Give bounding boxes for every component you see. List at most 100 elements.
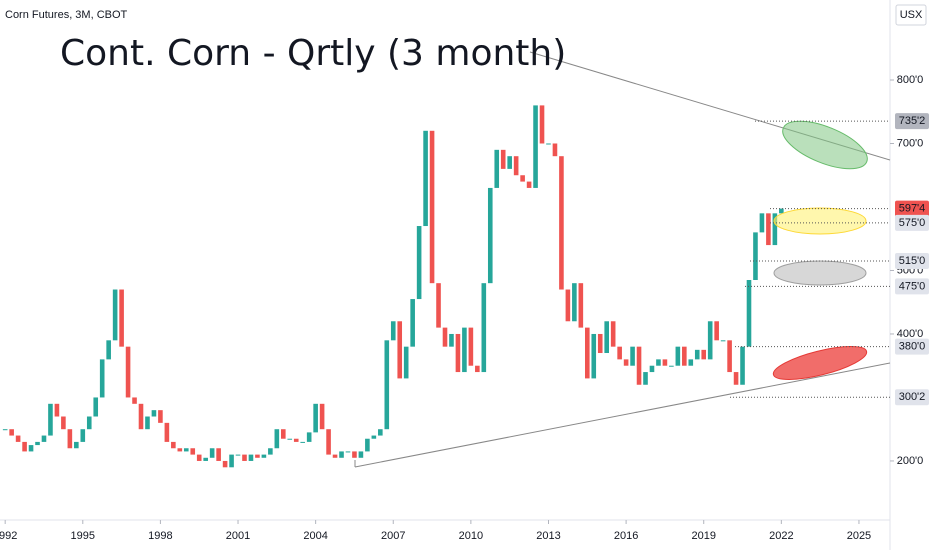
candle-body — [216, 448, 221, 461]
candle-body — [584, 327, 590, 379]
candle-body — [203, 457, 208, 461]
price-label: 515'0 — [899, 255, 926, 267]
candle-body — [93, 397, 99, 417]
candle-body — [410, 299, 415, 347]
candle-body — [649, 365, 655, 373]
candle-body — [80, 429, 86, 442]
x-tick-label: 2016 — [614, 530, 638, 542]
candle-body — [539, 105, 545, 144]
candle-body — [468, 327, 474, 366]
x-tick-label: 2019 — [691, 530, 715, 542]
candle-body — [171, 441, 176, 449]
candle-body — [138, 403, 144, 430]
candle-body — [623, 359, 629, 366]
price-label-box — [895, 252, 929, 269]
candle-body — [119, 289, 124, 347]
candle-body — [2, 429, 8, 431]
candle-body — [397, 321, 403, 379]
candle-body — [526, 181, 532, 188]
candle-body — [384, 340, 390, 430]
candle-body — [682, 346, 687, 366]
candle-body — [429, 130, 435, 284]
candle-body — [222, 460, 228, 468]
candle-body — [9, 429, 14, 436]
candle-body — [481, 283, 487, 373]
candle-body — [759, 213, 765, 233]
candle-body — [656, 359, 661, 366]
candle-body — [313, 403, 318, 433]
trend-line — [354, 362, 891, 468]
candle-body — [339, 451, 344, 458]
candle-body — [229, 454, 234, 468]
price-label-box — [895, 113, 929, 130]
candle-body — [753, 232, 758, 280]
x-tick-label: 2004 — [303, 530, 327, 542]
candle-body — [604, 321, 610, 354]
candle-body — [274, 429, 280, 449]
candle-body — [54, 403, 60, 417]
y-tick-label: 400'0 — [897, 328, 924, 340]
candle-body — [779, 208, 784, 214]
currency-box[interactable] — [895, 4, 927, 26]
candle-body — [99, 359, 105, 398]
candle-body — [772, 213, 778, 246]
candle-body — [158, 410, 163, 423]
candle-body — [371, 435, 377, 439]
candle-body — [132, 397, 137, 404]
candle-body — [378, 429, 383, 436]
candle-body — [112, 289, 118, 341]
ellipse-annotation — [773, 260, 867, 286]
candle-body — [106, 340, 111, 360]
ellipse-annotation — [773, 207, 867, 235]
ellipse-annotation — [782, 120, 868, 170]
price-label: 380'0 — [899, 341, 926, 353]
candle-body — [487, 187, 493, 284]
candle-body — [67, 429, 73, 449]
candle-body — [714, 321, 719, 341]
candle-body — [572, 283, 577, 322]
candle-body — [352, 451, 357, 458]
candle-body — [261, 454, 267, 458]
price-label-box — [895, 338, 929, 355]
price-label: 300'2 — [899, 391, 926, 403]
candle-body — [345, 451, 351, 453]
candle-body — [617, 346, 622, 360]
candle-body — [390, 321, 396, 341]
candle-body — [268, 448, 273, 455]
candle-body — [41, 435, 47, 442]
annotations — [354, 51, 891, 468]
price-label-box — [895, 278, 929, 295]
candle-body — [720, 340, 726, 342]
candle-body — [209, 448, 215, 458]
candle-body — [643, 372, 648, 385]
candle-body — [306, 432, 312, 442]
candle-body — [86, 416, 92, 430]
candle-body — [300, 441, 306, 443]
candle-body — [513, 156, 519, 176]
candle-body — [255, 454, 260, 458]
candle-body — [28, 445, 34, 452]
candle-body — [688, 359, 694, 366]
candle-body — [636, 346, 642, 385]
candle-body — [520, 175, 525, 182]
price-label-box — [895, 214, 929, 231]
candle-body — [694, 349, 700, 360]
y-tick-label: 200'0 — [897, 455, 924, 467]
candle-body — [416, 226, 422, 300]
candle-body — [507, 156, 512, 169]
candle-body — [332, 454, 338, 458]
x-tick-label: 2025 — [847, 530, 871, 542]
currency[interactable]: USX — [900, 9, 923, 21]
x-tick-label: 2001 — [226, 530, 250, 542]
candle-body — [630, 346, 635, 366]
candle-body — [48, 403, 53, 436]
candle-body — [597, 333, 603, 354]
candle-body — [552, 143, 558, 157]
candle-body — [442, 327, 448, 347]
candle-body — [475, 365, 480, 373]
candle-body — [242, 454, 247, 461]
candle-body — [196, 454, 202, 461]
price-label-box — [895, 389, 929, 406]
candle-body — [15, 435, 21, 442]
